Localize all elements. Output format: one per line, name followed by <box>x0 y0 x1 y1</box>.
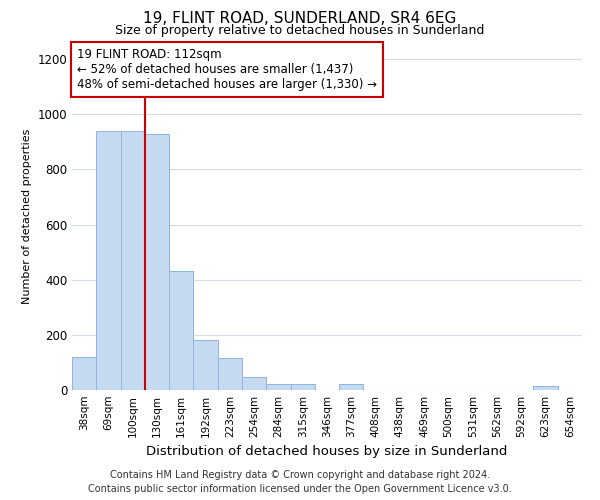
Bar <box>290 384 315 390</box>
Text: 19 FLINT ROAD: 112sqm
← 52% of detached houses are smaller (1,437)
48% of semi-d: 19 FLINT ROAD: 112sqm ← 52% of detached … <box>77 48 377 90</box>
Bar <box>218 358 242 390</box>
Bar <box>339 384 364 390</box>
Bar <box>266 384 290 390</box>
Bar <box>533 386 558 390</box>
Text: Contains HM Land Registry data © Crown copyright and database right 2024.
Contai: Contains HM Land Registry data © Crown c… <box>88 470 512 494</box>
Text: 19, FLINT ROAD, SUNDERLAND, SR4 6EG: 19, FLINT ROAD, SUNDERLAND, SR4 6EG <box>143 11 457 26</box>
X-axis label: Distribution of detached houses by size in Sunderland: Distribution of detached houses by size … <box>146 446 508 458</box>
Bar <box>242 377 266 390</box>
Bar <box>145 134 169 390</box>
Bar <box>96 131 121 390</box>
Bar <box>72 357 96 390</box>
Bar <box>193 340 218 390</box>
Bar <box>169 272 193 390</box>
Bar <box>121 131 145 390</box>
Text: Size of property relative to detached houses in Sunderland: Size of property relative to detached ho… <box>115 24 485 37</box>
Y-axis label: Number of detached properties: Number of detached properties <box>22 128 32 304</box>
